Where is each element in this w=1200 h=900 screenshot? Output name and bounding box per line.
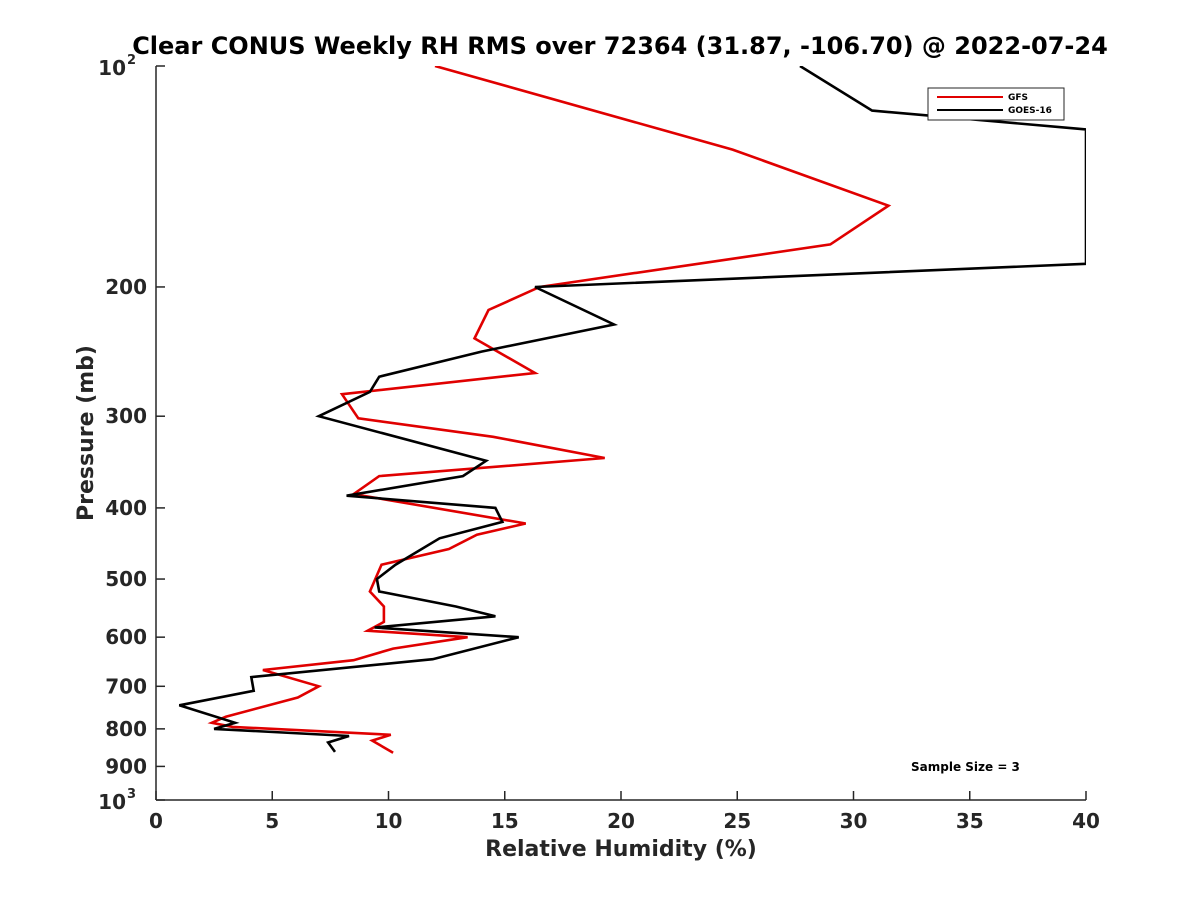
- y-tick-exponent: 3: [127, 787, 136, 802]
- x-tick-label: 5: [265, 809, 279, 833]
- sample-size-annotation: Sample Size = 3: [911, 760, 1020, 774]
- x-tick-label: 10: [375, 809, 403, 833]
- legend: GFS GOES-16: [927, 87, 1065, 121]
- y-tick-label: 300: [105, 404, 147, 428]
- legend-box: [927, 87, 1065, 121]
- series-line-goes16: [178, 66, 1086, 753]
- x-tick-label: 0: [149, 809, 163, 833]
- x-tick-label: 35: [956, 809, 984, 833]
- y-tick-label: 600: [105, 625, 147, 649]
- y-tick-label: 500: [105, 567, 147, 591]
- x-axis-ticks: 0 5 10 15 20 25 30 35 40: [149, 791, 1100, 833]
- x-tick-label: 30: [840, 809, 868, 833]
- x-tick-label: 15: [491, 809, 519, 833]
- y-tick-label: 800: [105, 717, 147, 741]
- legend-label-gfs: GFS: [1008, 93, 1028, 103]
- y-tick-exponent: 2: [127, 53, 136, 68]
- series-line-gfs: [207, 66, 892, 754]
- plot-area: [178, 66, 1086, 754]
- y-tick-label: 900: [105, 754, 147, 778]
- y-tick-label: 400: [105, 496, 147, 520]
- y-axis-label: Pressure (mb): [74, 345, 99, 521]
- y-tick-label: 10: [98, 56, 126, 80]
- y-tick-label: 700: [105, 674, 147, 698]
- y-tick-label: 10: [98, 790, 126, 814]
- legend-label-goes16: GOES-16: [1008, 106, 1052, 116]
- y-tick-label: 200: [105, 275, 147, 299]
- x-tick-label: 25: [723, 809, 751, 833]
- x-axis-label: Relative Humidity (%): [485, 837, 757, 862]
- x-tick-label: 20: [607, 809, 635, 833]
- plot-frame: [155, 66, 1086, 801]
- chart-title: Clear CONUS Weekly RH RMS over 72364 (31…: [132, 32, 1108, 60]
- x-tick-label: 40: [1072, 809, 1100, 833]
